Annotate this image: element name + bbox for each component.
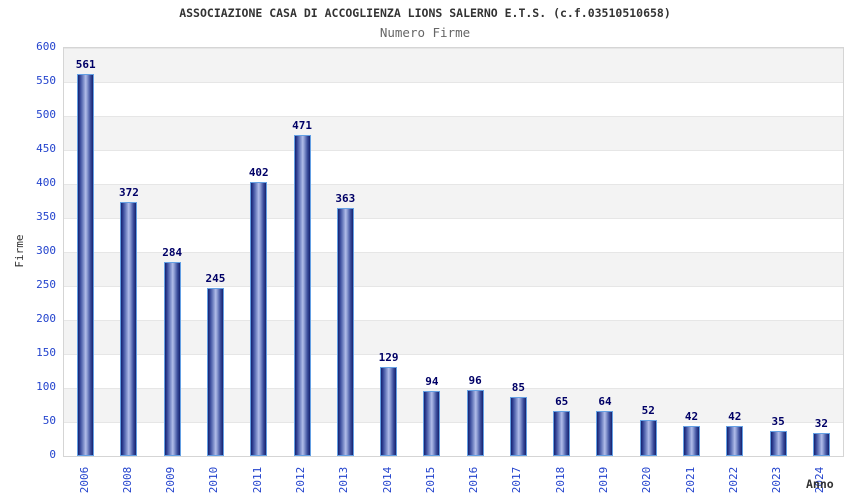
- y-tick-label: 0: [49, 448, 56, 461]
- x-tick-label: 2023: [770, 466, 784, 494]
- bar-2018: [553, 411, 571, 456]
- y-tick-label: 350: [36, 210, 56, 223]
- bar-2022: [726, 426, 744, 456]
- bar-value-label: 245: [205, 272, 226, 285]
- bar-value-label: 85: [511, 381, 526, 394]
- x-tick-label: 2008: [120, 466, 134, 494]
- y-tick-label: 450: [36, 142, 56, 155]
- y-tick-label: 200: [36, 312, 56, 325]
- bar-value-label: 94: [425, 375, 439, 388]
- x-tick-label: 2012: [294, 466, 308, 494]
- y-tick-label: 300: [36, 244, 56, 257]
- x-tick-label: 2016: [467, 466, 481, 494]
- plot-area: 561 372 284 245 402 471 363 129 94 96 85 65 64 52 42 42…: [63, 47, 844, 457]
- bar-value-label: 96: [468, 374, 482, 387]
- y-tick-label: 50: [42, 414, 56, 427]
- bar-value-label: 284: [162, 246, 183, 259]
- bar-2020: [639, 420, 657, 456]
- bar-value-label: 52: [641, 404, 655, 417]
- y-tick-label: 400: [36, 176, 56, 189]
- bar-2019: [596, 411, 614, 456]
- bar-value-label: 471: [292, 119, 312, 132]
- bar-2010: [206, 288, 224, 456]
- x-tick-label: 2006: [77, 466, 91, 494]
- x-tick-label: 2020: [640, 466, 654, 494]
- x-tick-label: 2019: [596, 466, 610, 494]
- bar-2006: [77, 74, 95, 456]
- x-tick-label: 2011: [250, 466, 264, 494]
- bar-value-label: 372: [118, 186, 139, 199]
- bar-value-label: 32: [814, 417, 828, 430]
- bar-2024: [812, 433, 830, 456]
- bar-value-label: 42: [684, 410, 699, 423]
- bar-2017: [509, 397, 527, 456]
- bar-value-label: 42: [728, 410, 742, 423]
- bar-value-label: 35: [771, 415, 785, 428]
- y-tick-label: 150: [36, 346, 56, 359]
- bar-2008: [120, 202, 138, 456]
- x-tick-label: 2018: [553, 466, 567, 494]
- y-tick-label: 550: [36, 74, 56, 87]
- bar-2009: [163, 262, 181, 456]
- bar-value-label: 561: [75, 58, 96, 71]
- bar-value-label: 402: [248, 166, 269, 179]
- bar-value-label: 363: [335, 192, 356, 205]
- bar-2021: [683, 426, 701, 456]
- x-tick-label: 2015: [423, 466, 437, 494]
- x-tick-label: 2010: [207, 466, 221, 494]
- bar-2012: [293, 135, 311, 456]
- x-axis-title: Anno: [806, 477, 834, 491]
- x-tick-label: 2022: [726, 466, 740, 494]
- x-tick-label: 2009: [164, 466, 178, 494]
- bar-value-label: 129: [378, 351, 399, 364]
- x-tick-label: 2021: [683, 466, 697, 494]
- y-tick-label: 600: [36, 40, 56, 53]
- x-tick-label: 2014: [380, 466, 394, 494]
- bar-2011: [250, 182, 268, 456]
- x-tick-label: 2013: [337, 466, 351, 494]
- chart-title: ASSOCIAZIONE CASA DI ACCOGLIENZA LIONS S…: [179, 6, 671, 20]
- y-tick-label: 500: [36, 108, 56, 121]
- bar-2016: [466, 390, 484, 456]
- bar-2023: [769, 431, 787, 456]
- bar-2015: [423, 391, 441, 456]
- chart-subtitle: Numero Firme: [379, 25, 471, 40]
- bar-2014: [380, 367, 398, 456]
- y-tick-label: 250: [36, 278, 56, 291]
- bar-value-label: 65: [555, 395, 569, 408]
- bar-value-label: 64: [598, 395, 612, 408]
- bar-2013: [336, 208, 354, 456]
- x-tick-label: 2017: [510, 466, 524, 494]
- y-tick-label: 100: [36, 380, 56, 393]
